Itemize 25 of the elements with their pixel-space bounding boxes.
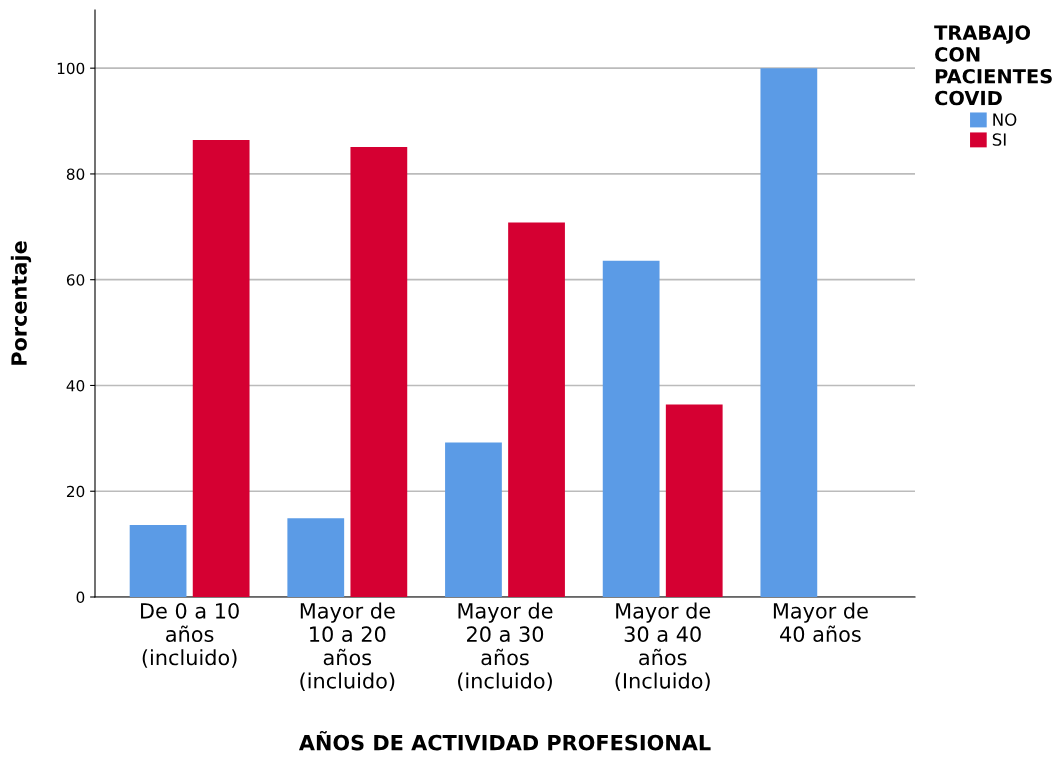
bar [665,404,723,597]
x-tick-label: De 0 a 10 años (incluido) [141,602,239,668]
y-tick-label: 60 [66,274,85,286]
y-tick-label: 100 [57,62,85,75]
y-tick-label: 80 [66,168,85,180]
x-tick-label: Mayor de 40 años [773,602,868,643]
legend-title: TRABAJO CON PACIENTES COVID [934,25,1052,106]
bar [508,222,565,597]
bar [602,260,660,597]
bar [445,442,502,597]
y-tick-label: 0 [76,591,85,604]
y-axis-title: Porcentaje [10,241,32,365]
x-tick-label: Mayor de 20 a 30 años (incluido) [458,602,553,692]
bar [192,140,250,597]
y-tick-label: 40 [66,379,85,392]
bar [129,525,187,597]
bar [350,146,408,597]
y-tick-label: 20 [66,485,85,498]
x-tick-label: Mayor de 10 a 20 años (incluido) [300,602,395,692]
legend-label: SI [992,133,1006,146]
x-tick-label: Mayor de 30 a 40 años (Incluido) [615,602,711,692]
legend-label: NO [993,113,1017,126]
bar [760,68,818,597]
x-axis-title: AÑOS DE ACTIVIDAD PROFESIONAL [298,730,711,751]
bar [287,518,345,597]
